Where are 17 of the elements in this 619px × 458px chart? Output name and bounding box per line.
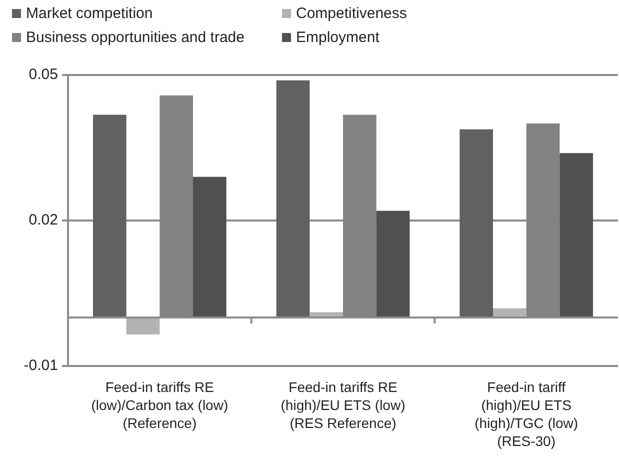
bar (193, 176, 226, 318)
bar (276, 80, 310, 318)
legend-label: Employment (296, 28, 380, 46)
legend-label: Competitiveness (296, 4, 407, 22)
bar (376, 210, 410, 318)
legend-label: Market competition (26, 4, 153, 22)
y-tick-label: 0.05 (28, 66, 58, 83)
x-tick-label: Feed-in tariffs RE (low)/Carbon tax (low) (Reference) (91, 379, 228, 431)
bar (93, 114, 126, 318)
x-tick-label: Feed-in tariff (high)/EU ETS (high)/TGC (low) (RES-30) (474, 379, 578, 449)
legend-label: Business opportunities and trade (26, 28, 244, 46)
bar (560, 153, 593, 318)
x-tick-label: Feed-in tariffs RE (high)/EU ETS (low) (RES Reference) (280, 379, 406, 431)
y-tick-label: 0.02 (28, 211, 58, 228)
y-tick-label: -0.01 (24, 356, 58, 374)
bar (126, 318, 160, 334)
bar (460, 129, 493, 318)
